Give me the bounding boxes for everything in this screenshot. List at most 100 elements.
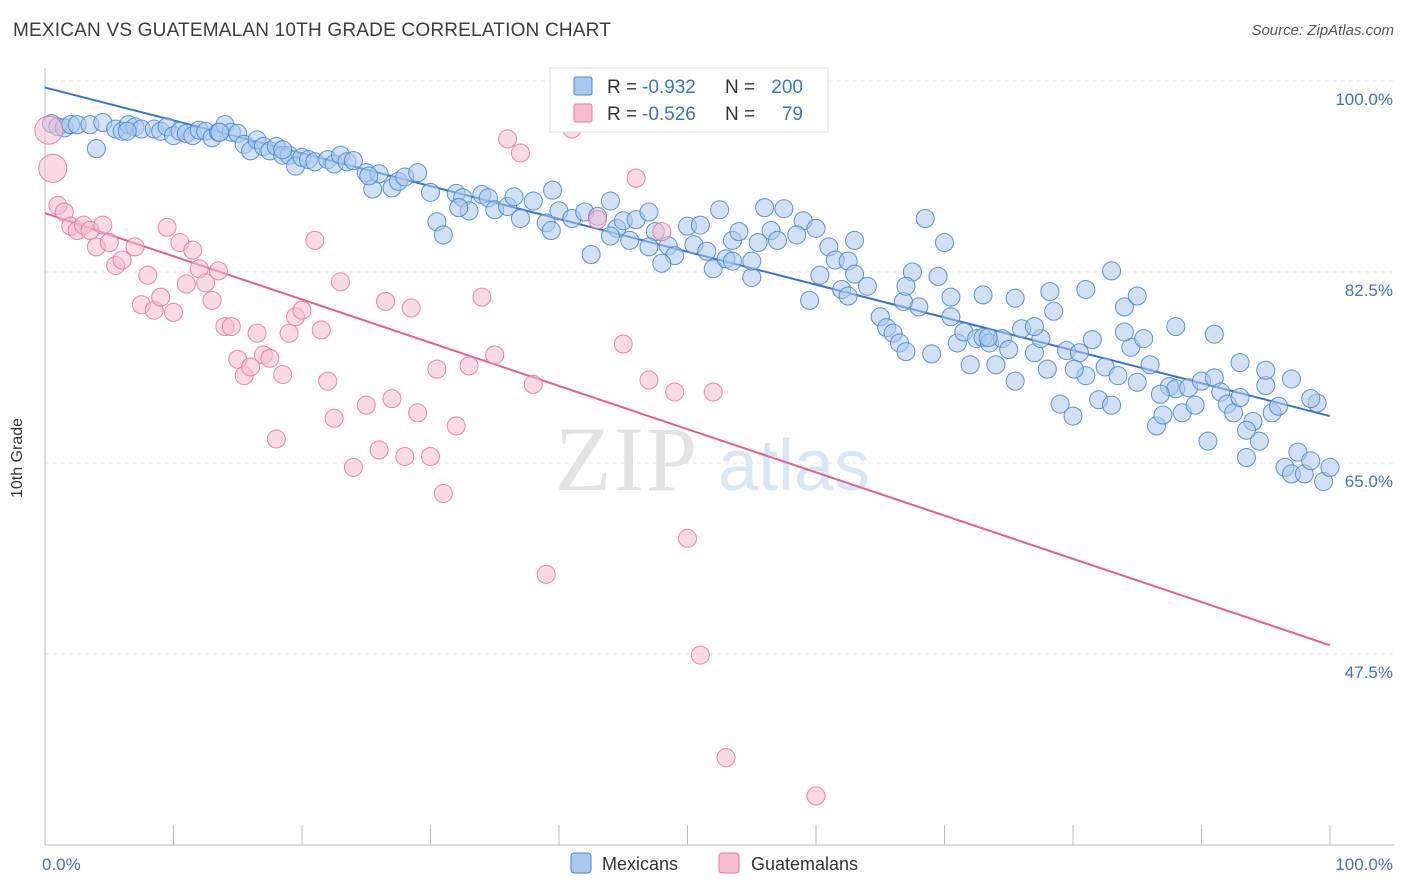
data-point-guatemalans [273, 365, 293, 385]
data-point-guatemalans [157, 217, 177, 237]
data-point-guatemalans [241, 357, 261, 377]
data-point-mexicans [978, 327, 998, 347]
data-point-mexicans [722, 251, 742, 271]
data-point-mexicans [838, 286, 858, 306]
data-point-mexicans [896, 276, 916, 296]
data-point-mexicans [787, 225, 807, 245]
data-point-guatemalans [395, 446, 415, 466]
data-point-mexicans [1301, 389, 1321, 409]
data-point-guatemalans [433, 484, 453, 504]
data-point-guatemalans [613, 334, 633, 354]
data-point-guatemalans [99, 233, 119, 253]
data-point-guatemalans [588, 210, 608, 230]
data-point-mexicans [600, 191, 620, 211]
data-point-mexicans [1140, 355, 1160, 375]
stats-legend: R = -0.932 N = 200 R = -0.526 N = 79 [549, 67, 829, 133]
data-point-mexicans [928, 266, 948, 286]
data-point-mexicans [1127, 286, 1147, 306]
data-point-mexicans [273, 140, 293, 160]
watermark-zip: ZIP [555, 408, 699, 510]
data-point-mexicans [1230, 388, 1250, 408]
data-point-mexicans [703, 259, 723, 279]
data-point-guatemalans [485, 345, 505, 365]
series-legend: Mexicans Guatemalans [570, 852, 858, 874]
data-point-mexicans [857, 276, 877, 296]
data-point-mexicans [935, 233, 954, 253]
data-point-guatemalans [678, 528, 697, 548]
data-point-mexicans [755, 198, 775, 218]
data-point-mexicans [359, 166, 379, 186]
data-point-mexicans [421, 182, 440, 202]
axes [44, 68, 1395, 846]
data-point-mexicans [1044, 301, 1064, 321]
data-point-mexicans [1114, 322, 1134, 342]
data-point-mexicans [620, 230, 640, 250]
data-point-mexicans [1127, 372, 1147, 392]
data-point-mexicans [523, 191, 543, 211]
data-point-guatemalans [626, 168, 646, 188]
data-point-guatemalans [459, 356, 479, 376]
data-point-mexicans [1236, 420, 1256, 440]
data-point-guatemalans [446, 416, 466, 436]
data-point-mexicans [742, 251, 762, 271]
data-point-mexicans [1150, 384, 1170, 404]
data-point-mexicans [1230, 353, 1250, 373]
data-point-guatemalans [376, 291, 396, 311]
y-tick-label: 82.5% [1345, 281, 1393, 300]
data-point-mexicans [1134, 329, 1154, 349]
data-point-mexicans [652, 253, 672, 273]
data-point-mexicans [1281, 369, 1301, 389]
legend-n-label-2: N = [725, 104, 755, 125]
data-point-mexicans [86, 139, 106, 159]
data-point-mexicans [504, 187, 524, 207]
data-point-mexicans [941, 287, 961, 307]
data-point-mexicans [1064, 359, 1084, 379]
data-point-mexicans [1185, 395, 1205, 415]
data-point-guatemalans [292, 300, 312, 320]
data-point-mexicans [1198, 431, 1218, 451]
series-mexicans [41, 112, 1340, 492]
data-point-mexicans [1050, 394, 1070, 414]
legend-n-label-1: N = [725, 77, 755, 98]
data-point-mexicans [1166, 317, 1186, 337]
bottom-legend-swatch-mexicans [570, 852, 592, 874]
data-point-mexicans [748, 233, 768, 253]
data-point-guatemalans [183, 240, 203, 260]
data-point-guatemalans [202, 290, 222, 310]
data-point-mexicans [1076, 279, 1096, 299]
data-point-guatemalans [138, 265, 158, 285]
data-point-mexicans [1204, 324, 1224, 344]
data-point-mexicans [845, 264, 865, 284]
data-point-mexicans [541, 221, 561, 241]
data-point-mexicans [941, 307, 961, 327]
data-point-guatemalans [34, 115, 64, 145]
data-point-mexicans [806, 218, 826, 238]
bottom-legend-label-guatemalans: Guatemalans [751, 854, 858, 874]
data-point-guatemalans [305, 230, 325, 250]
chart-title: MEXICAN VS GUATEMALAN 10TH GRADE CORRELA… [13, 20, 612, 41]
legend-n-value-guatemalans: 79 [782, 104, 803, 125]
data-point-guatemalans [208, 261, 228, 281]
data-point-mexicans [1301, 451, 1321, 471]
data-point-guatemalans [331, 272, 351, 292]
data-point-guatemalans [266, 429, 286, 449]
data-point-guatemalans [247, 323, 267, 343]
legend-swatch-guatemalans [573, 103, 593, 123]
data-point-mexicans [581, 245, 601, 265]
data-point-guatemalans [703, 382, 723, 402]
data-point-guatemalans [93, 215, 113, 235]
data-point-mexicans [986, 355, 1006, 375]
data-point-mexicans [1102, 261, 1122, 281]
data-point-mexicans [1024, 317, 1044, 337]
data-point-mexicans [896, 342, 916, 362]
data-point-mexicans [1082, 330, 1102, 350]
data-point-mexicans [922, 344, 942, 364]
data-point-mexicans [1153, 405, 1173, 425]
data-point-mexicans [510, 209, 530, 229]
legend-r-value-guatemalans: -0.526 [642, 104, 696, 125]
data-point-guatemalans [221, 317, 241, 337]
data-point-mexicans [845, 230, 865, 250]
data-point-guatemalans [260, 348, 280, 368]
data-point-mexicans [1040, 282, 1060, 302]
data-point-mexicans [1005, 371, 1025, 391]
